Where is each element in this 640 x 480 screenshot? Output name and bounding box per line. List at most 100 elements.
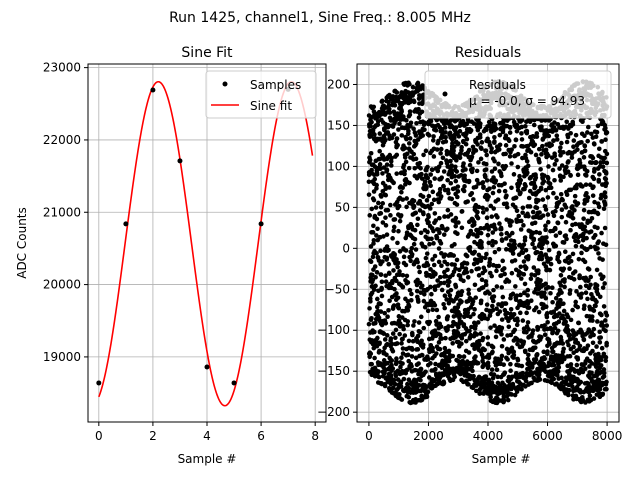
residual-point — [574, 362, 580, 368]
residual-point — [379, 285, 384, 291]
residual-point — [601, 206, 607, 211]
residual-point — [563, 205, 569, 210]
residual-point — [576, 320, 582, 326]
sample-point — [258, 221, 264, 227]
residual-point — [512, 245, 518, 251]
residual-point — [410, 347, 415, 352]
residual-point — [520, 370, 526, 376]
residual-point — [471, 121, 477, 126]
residual-point — [411, 99, 417, 105]
residual-point — [378, 194, 384, 199]
residual-point — [438, 146, 444, 152]
residual-point — [464, 136, 470, 142]
residual-point — [374, 270, 380, 275]
residual-point — [521, 272, 527, 277]
residual-point — [409, 354, 415, 359]
residual-point — [453, 178, 459, 184]
residual-point — [472, 282, 478, 288]
residual-point — [528, 149, 534, 155]
residual-point — [368, 150, 374, 156]
residual-point — [563, 233, 569, 238]
residual-point — [413, 156, 419, 162]
residual-point — [430, 138, 436, 143]
residual-point — [544, 255, 550, 260]
residual-point — [521, 339, 527, 345]
residual-point — [478, 225, 484, 231]
residual-point — [506, 279, 512, 284]
residual-point — [546, 133, 552, 139]
residual-point — [492, 166, 498, 172]
residual-point — [406, 377, 412, 383]
residual-point — [534, 205, 540, 211]
residual-point — [596, 146, 602, 152]
residual-point — [462, 184, 467, 189]
residual-point — [601, 367, 607, 372]
residual-point — [425, 308, 431, 314]
residual-point — [513, 195, 519, 200]
residual-point — [572, 207, 577, 213]
residual-point — [563, 319, 569, 325]
residual-point — [478, 331, 483, 336]
residual-point — [496, 247, 502, 252]
residual-point — [415, 222, 420, 228]
residual-point — [496, 161, 501, 167]
residual-point — [535, 249, 540, 255]
residual-point — [556, 319, 562, 325]
residual-point — [462, 173, 467, 178]
residual-point — [459, 225, 465, 231]
residual-point — [391, 180, 396, 186]
residual-point — [537, 159, 542, 165]
residual-point — [568, 130, 573, 136]
residual-point — [519, 218, 524, 224]
residual-point — [378, 309, 384, 314]
residual-point — [599, 192, 604, 198]
residual-point — [387, 92, 392, 98]
residual-point — [517, 173, 522, 179]
residual-point — [416, 264, 422, 270]
residual-point — [507, 130, 513, 135]
residual-point — [438, 280, 444, 286]
residual-point — [452, 374, 458, 380]
residual-point — [601, 351, 607, 357]
residual-point — [542, 332, 548, 338]
residual-point — [442, 125, 448, 130]
residual-point — [578, 295, 584, 300]
residual-point — [492, 139, 497, 144]
residual-point — [441, 280, 447, 286]
residual-point — [565, 314, 571, 320]
residual-point — [485, 232, 491, 238]
residual-point — [439, 336, 445, 341]
residual-point — [421, 325, 427, 331]
residuals-legend: Residuals μ = -0.0, σ = 94.93 — [424, 70, 612, 119]
residual-point — [570, 122, 576, 127]
residual-point — [518, 190, 523, 196]
residual-point — [591, 176, 597, 182]
residual-point — [559, 207, 565, 213]
residual-point — [466, 119, 471, 124]
residual-point — [592, 232, 598, 238]
sample-point — [96, 380, 102, 386]
residual-point — [590, 193, 596, 198]
residual-point — [416, 299, 421, 304]
sine-fit-title: Sine Fit — [181, 45, 233, 61]
residuals-ytick-label: 50 — [335, 200, 350, 214]
residual-point — [586, 267, 592, 272]
residual-point — [378, 204, 384, 210]
residual-point — [371, 237, 377, 243]
residual-point — [489, 367, 495, 372]
residual-point — [443, 274, 449, 279]
residual-point — [406, 141, 412, 146]
residual-point — [576, 239, 581, 245]
residual-point — [430, 307, 436, 313]
residual-point — [600, 285, 606, 290]
residual-point — [559, 140, 564, 146]
residual-point — [600, 257, 605, 262]
residual-point — [524, 128, 530, 134]
residual-point — [559, 375, 564, 381]
residual-point — [463, 266, 469, 272]
residual-point — [457, 354, 463, 359]
residual-point — [429, 236, 434, 242]
residual-point — [401, 254, 407, 260]
residual-point — [392, 252, 397, 257]
residual-point — [396, 305, 402, 311]
